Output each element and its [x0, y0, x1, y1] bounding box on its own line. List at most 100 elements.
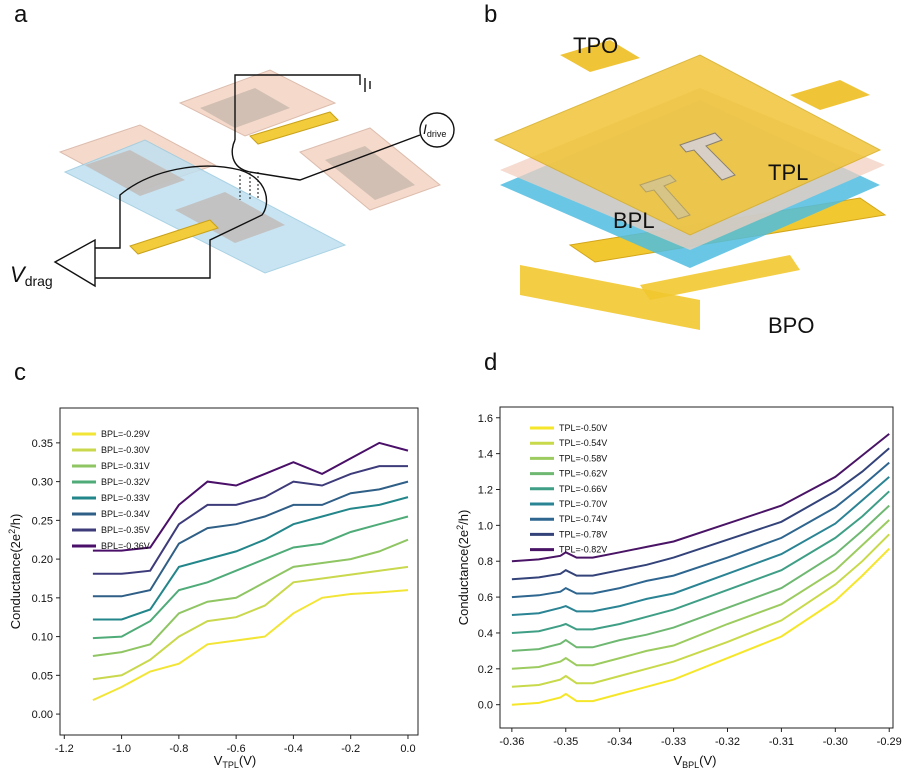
x-tick-label: -0.32 — [715, 736, 740, 748]
x-axis-label-part: (V) — [239, 753, 256, 768]
y-tick-label: 1.6 — [478, 413, 493, 425]
y-axis-label-part: Conductance(2e — [8, 534, 23, 629]
x-tick-label: -1.2 — [55, 743, 74, 755]
y-tick-label: 0.0 — [478, 700, 493, 712]
data-line — [92, 480, 409, 598]
x-tick-label: -0.35 — [553, 736, 578, 748]
panel-label: c — [14, 359, 26, 386]
data-line — [511, 504, 890, 652]
legend-label: TPL=-0.54V — [559, 438, 607, 448]
y-tick-label: 0.8 — [478, 556, 493, 568]
x-tick-label: -0.33 — [661, 736, 686, 748]
symbol: V — [10, 262, 27, 287]
y-axis-label: Conductance(2e2/h) — [7, 514, 23, 630]
legend-label: TPL=-0.70V — [559, 499, 607, 509]
y-axis-label-sup: 2 — [455, 525, 465, 530]
diagram-label: BPO — [768, 313, 814, 338]
data-line — [511, 447, 890, 581]
y-tick-label: 1.4 — [478, 449, 493, 461]
legend-label: TPL=-0.62V — [559, 469, 607, 479]
x-tick-label: -0.30 — [823, 736, 848, 748]
x-axis-label-sub: BPL — [682, 760, 699, 770]
diagram-b: TPO TPL BPL BPO — [493, 33, 887, 338]
plot-frame — [59, 407, 419, 736]
x-tick-label: -0.34 — [607, 736, 632, 748]
data-line — [511, 433, 890, 563]
x-tick-label: -0.4 — [284, 743, 303, 755]
x-axis-label: VTPL(V) — [214, 753, 257, 770]
legend-label: TPL=-0.50V — [559, 423, 607, 433]
x-tick-label: 0.0 — [400, 743, 415, 755]
x-tick-label: -0.29 — [877, 736, 902, 748]
data-line — [511, 533, 890, 688]
data-line — [511, 519, 890, 670]
symbol: I — [423, 121, 427, 137]
diagram-label: TPL — [768, 160, 808, 185]
y-tick-label: 1.0 — [478, 520, 493, 532]
x-axis-label-part: V — [214, 753, 223, 768]
y-tick-label: 0.05 — [32, 670, 53, 682]
x-tick-label: -0.2 — [341, 743, 360, 755]
y-tick-label: 0.20 — [32, 554, 53, 566]
legend-label: BPL=-0.34V — [101, 509, 150, 519]
subscript: drag — [25, 273, 53, 289]
y-tick-label: 0.10 — [32, 632, 53, 644]
panel-label: a — [14, 1, 28, 28]
y-axis-label-sup: 2 — [7, 529, 17, 534]
data-line — [511, 476, 890, 616]
data-line — [92, 589, 409, 702]
x-tick-label: -0.8 — [169, 743, 188, 755]
x-axis-label: VBPL(V) — [673, 753, 716, 770]
x-axis-label-part: V — [673, 753, 682, 768]
diagram-a: Idrive Vdrag — [10, 69, 455, 289]
plot-frame — [499, 406, 894, 729]
i-drive-label: Idrive — [423, 121, 446, 139]
data-line — [92, 538, 409, 657]
data-line — [511, 461, 890, 599]
legend-label: BPL=-0.31V — [101, 461, 150, 471]
y-axis-label-part: /h) — [456, 510, 471, 525]
data-line — [511, 547, 890, 706]
y-tick-label: 0.30 — [32, 477, 53, 489]
x-axis-label-sub: TPL — [222, 760, 239, 770]
x-tick-label: -0.6 — [227, 743, 246, 755]
y-axis-label: Conductance(2e2/h) — [455, 510, 471, 626]
y-tick-label: 0.25 — [32, 515, 53, 527]
legend-label: BPL=-0.33V — [101, 493, 150, 503]
data-line — [511, 490, 890, 634]
legend-label: TPL=-0.78V — [559, 529, 607, 539]
y-tick-label: 1.2 — [478, 484, 493, 496]
y-tick-label: 0.00 — [32, 709, 53, 721]
panel-label: b — [484, 1, 497, 28]
x-tick-label: -0.31 — [769, 736, 794, 748]
legend-label: TPL=-0.66V — [559, 484, 607, 494]
y-tick-label: 0.35 — [32, 438, 53, 450]
y-tick-label: 0.6 — [478, 592, 493, 604]
diagram-label: BPL — [613, 208, 655, 233]
panel-label: d — [484, 349, 497, 376]
legend-label: BPL=-0.36V — [101, 541, 150, 551]
legend-label: BPL=-0.35V — [101, 525, 150, 535]
legend-label: BPL=-0.30V — [101, 445, 150, 455]
y-axis-label-part: /h) — [8, 514, 23, 529]
x-tick-label: -0.36 — [499, 736, 524, 748]
x-tick-label: -1.0 — [112, 743, 131, 755]
legend-label: TPL=-0.82V — [559, 545, 607, 555]
v-drag-label: Vdrag — [10, 262, 53, 289]
legend-label: BPL=-0.32V — [101, 477, 150, 487]
y-axis-label-part: Conductance(2e — [456, 530, 471, 625]
diagram-label: TPO — [573, 33, 618, 58]
y-tick-label: 0.15 — [32, 593, 53, 605]
legend-label: BPL=-0.29V — [101, 429, 150, 439]
y-tick-label: 0.2 — [478, 664, 493, 676]
subscript: drive — [427, 129, 447, 139]
legend-label: TPL=-0.74V — [559, 514, 607, 524]
data-line — [92, 515, 409, 640]
data-line — [92, 565, 409, 681]
data-line — [92, 465, 408, 575]
data-line — [92, 441, 409, 552]
legend-label: TPL=-0.58V — [559, 453, 607, 463]
y-tick-label: 0.4 — [478, 628, 493, 640]
data-line — [92, 496, 409, 621]
